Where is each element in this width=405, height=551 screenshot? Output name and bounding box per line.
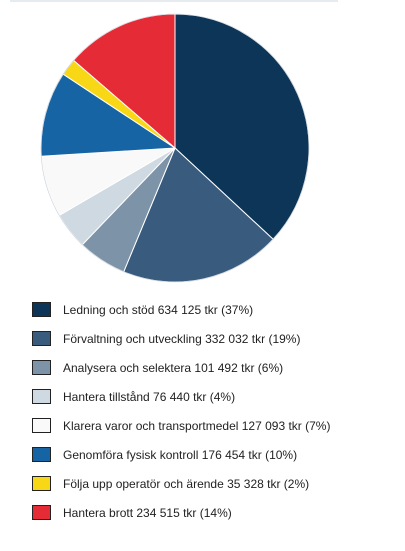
legend-label: Klarera varor och transportmedel 127 093… [63,418,331,433]
legend-swatch [32,331,51,346]
legend-item: Förvaltning och utveckling 332 032 tkr (… [32,324,402,353]
top-rule [10,0,338,2]
legend-label: Analysera och selektera 101 492 tkr (6%) [63,360,284,375]
legend-label: Förvaltning och utveckling 332 032 tkr (… [63,331,301,346]
legend-item: Hantera brott 234 515 tkr (14%) [32,498,402,527]
legend-item: Ledning och stöd 634 125 tkr (37%) [32,295,402,324]
legend-swatch [32,505,51,520]
legend-item: Genomföra fysisk kontroll 176 454 tkr (1… [32,440,402,469]
legend-item: Klarera varor och transportmedel 127 093… [32,411,402,440]
legend-label: Hantera brott 234 515 tkr (14%) [63,505,232,520]
legend-item: Hantera tillstånd 76 440 tkr (4%) [32,382,402,411]
legend-swatch [32,476,51,491]
legend-label: Hantera tillstånd 76 440 tkr (4%) [63,389,236,404]
legend-label: Genomföra fysisk kontroll 176 454 tkr (1… [63,447,298,462]
legend-swatch [32,447,51,462]
legend-swatch [32,360,51,375]
pie-chart [40,13,310,283]
chart-legend: Ledning och stöd 634 125 tkr (37%) Förval… [32,295,402,527]
legend-swatch [32,302,51,317]
pie-outline [40,13,310,283]
legend-swatch [32,389,51,404]
legend-item: Analysera och selektera 101 492 tkr (6%) [32,353,402,382]
legend-swatch [32,418,51,433]
legend-item: Följa upp operatör och ärende 35 328 tkr… [32,469,402,498]
legend-label: Följa upp operatör och ärende 35 328 tkr… [63,476,310,491]
legend-label: Ledning och stöd 634 125 tkr (37%) [63,302,254,317]
